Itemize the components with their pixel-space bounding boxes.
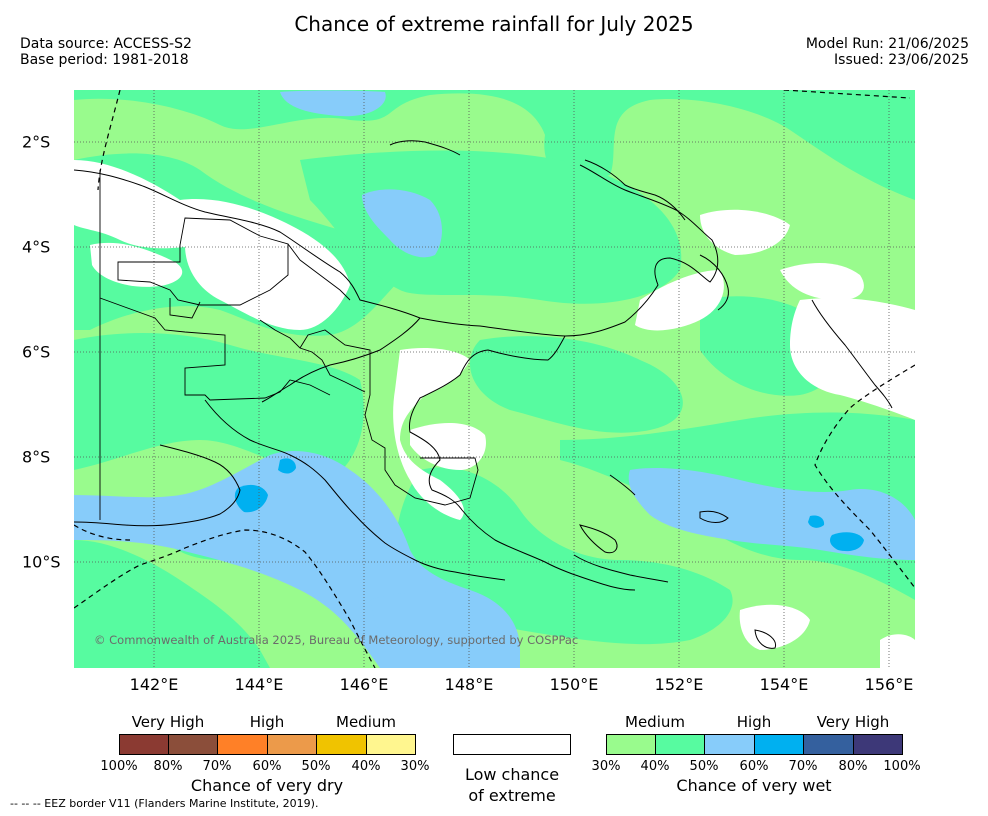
lon-tick-144: 144°E: [234, 675, 284, 694]
eez-border-note: -- -- -- EEZ border V11 (Flanders Marine…: [10, 797, 319, 810]
legend-dry-swatch-5: [316, 734, 367, 755]
legend-dry-pct: 70%: [202, 759, 232, 774]
lon-tick-146: 146°E: [339, 675, 389, 694]
legend-wet-level-high: High: [736, 713, 772, 731]
copyright-notice: © Commonwealth of Australia 2025, Bureau…: [94, 633, 579, 647]
field-high-wet-50: [74, 90, 915, 668]
eez-borders: [74, 90, 915, 668]
lat-tick-2s: 2°S: [22, 132, 51, 152]
legend-dry-level-high: High: [249, 713, 285, 731]
model-run-label: Model Run: 21/06/2025: [805, 36, 969, 52]
legend-dry-level-very-high: Very High: [131, 713, 205, 731]
legend-dry-pct: 40%: [351, 759, 381, 774]
legend-low-swatch: [453, 734, 571, 755]
lon-tick-154: 154°E: [759, 675, 809, 694]
legend-dry-swatch-3: [217, 734, 268, 755]
legend-dry-swatch-1: [119, 734, 169, 755]
legend-wet-swatch-2: [655, 734, 705, 755]
lon-tick-150: 150°E: [549, 675, 599, 694]
issued-label: Issued: 23/06/2025: [834, 52, 969, 68]
map-plot-area: [74, 90, 915, 668]
legend-wet-pct: 30%: [591, 759, 621, 774]
map-title: Chance of extreme rainfall for July 2025: [294, 12, 694, 36]
lon-tick-148: 148°E: [444, 675, 494, 694]
legend-dry-title: Chance of very dry: [190, 776, 344, 795]
legend-wet-level-very-high: Very High: [816, 713, 890, 731]
legend-wet-pct: 100%: [883, 759, 921, 774]
legend-wet-title: Chance of very wet: [676, 776, 832, 795]
legend-dry-level-medium: Medium: [336, 713, 396, 731]
legend-low-title-line2: of extreme: [468, 786, 556, 805]
lon-tick-152: 152°E: [654, 675, 704, 694]
legend-low-title-line1: Low chance: [464, 765, 560, 784]
legend-wet-level-medium: Medium: [625, 713, 685, 731]
lat-tick-10s: 10°S: [22, 552, 61, 572]
data-source-label: Data source: ACCESS-S2: [20, 36, 192, 52]
legend-wet-swatch-6: [853, 734, 903, 755]
lat-tick-8s: 8°S: [22, 447, 51, 467]
lon-tick-142: 142°E: [129, 675, 179, 694]
legend-wet-swatch-3: [704, 734, 755, 755]
legend-dry-swatch-6: [366, 734, 416, 755]
legend-wet-pct: 60%: [739, 759, 769, 774]
lon-tick-156: 156°E: [864, 675, 914, 694]
legend-dry-swatch-2: [168, 734, 218, 755]
field-high-wet-60: [234, 458, 864, 552]
coastlines: [74, 140, 893, 649]
legend-wet-pct: 80%: [838, 759, 868, 774]
legend-wet-swatch-4: [754, 734, 804, 755]
legend-dry-pct: 80%: [153, 759, 183, 774]
legend-wet-pct: 50%: [689, 759, 719, 774]
legend-wet-pct: 40%: [640, 759, 670, 774]
lat-tick-6s: 6°S: [22, 342, 51, 362]
legend-dry-pct: 50%: [301, 759, 331, 774]
legend-dry-pct: 100%: [100, 759, 138, 774]
legend-dry-pct: 60%: [252, 759, 282, 774]
admin-borders: [99, 170, 479, 520]
base-period-label: Base period: 1981-2018: [20, 52, 189, 68]
graticule: [74, 90, 915, 668]
legend-dry-swatch-4: [267, 734, 317, 755]
legend-wet-pct: 70%: [788, 759, 818, 774]
legend-wet-swatch-5: [803, 734, 854, 755]
legend-wet-swatch-1: [606, 734, 656, 755]
legend-dry-pct: 30%: [400, 759, 430, 774]
legend-low-title: Low chance of extreme: [453, 764, 571, 806]
lat-tick-4s: 4°S: [22, 237, 51, 257]
